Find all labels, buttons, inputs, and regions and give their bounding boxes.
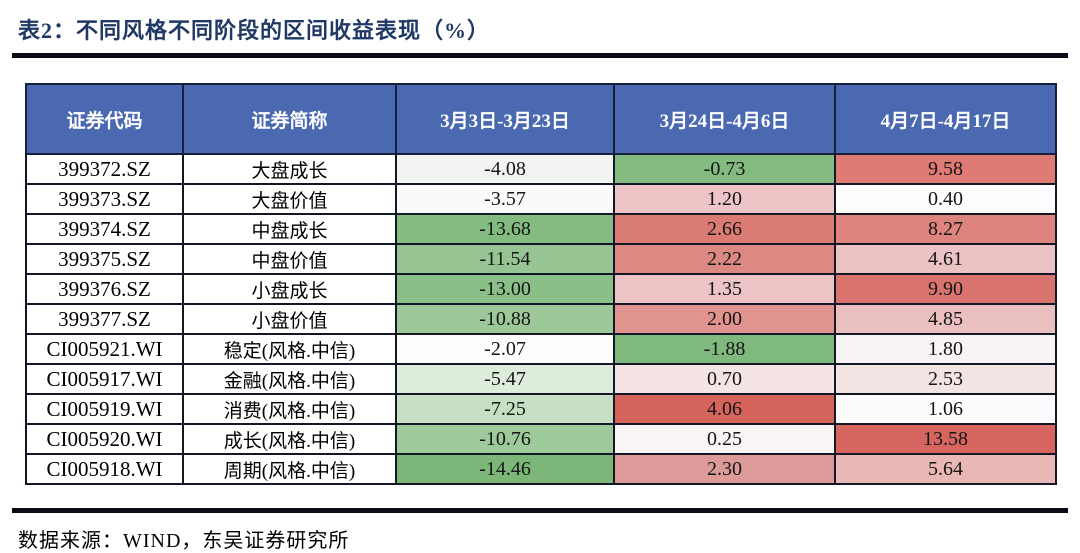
return-value-cell: -13.68	[395, 213, 615, 245]
return-value-cell: -4.08	[395, 153, 615, 185]
table-row: 399377.SZ 小盘价值 -10.88 2.00 4.85	[25, 303, 1057, 335]
security-name-cell: 大盘成长	[182, 153, 397, 185]
return-value-cell: -3.57	[395, 183, 615, 215]
security-code-cell: CI005917.WI	[25, 363, 184, 395]
security-code-cell: 399372.SZ	[25, 153, 184, 185]
return-value-cell: 4.85	[834, 303, 1057, 335]
return-value-cell: 9.58	[834, 153, 1057, 185]
footer-divider	[12, 508, 1068, 513]
table-row: 399376.SZ 小盘成长 -13.00 1.35 9.90	[25, 273, 1057, 305]
security-code-cell: CI005921.WI	[25, 333, 184, 365]
style-returns-table: 证券代码 证券简称 3月3日-3月23日 3月24日-4月6日 4月7日-4月1…	[25, 83, 1057, 485]
security-code-cell: CI005919.WI	[25, 393, 184, 425]
security-code-cell: CI005918.WI	[25, 453, 184, 485]
return-value-cell: 2.53	[834, 363, 1057, 395]
col-header-security-name: 证券简称	[182, 83, 397, 155]
security-name-cell: 中盘成长	[182, 213, 397, 245]
return-value-cell: 1.20	[613, 183, 836, 215]
security-name-cell: 成长(风格.中信)	[182, 423, 397, 455]
security-code-cell: 399376.SZ	[25, 273, 184, 305]
return-value-cell: -11.54	[395, 243, 615, 275]
data-source-note: 数据来源：WIND，东吴证券研究所	[18, 530, 350, 552]
return-value-cell: 4.06	[613, 393, 836, 425]
return-value-cell: 2.30	[613, 453, 836, 485]
return-value-cell: 5.64	[834, 453, 1057, 485]
security-name-cell: 大盘价值	[182, 183, 397, 215]
security-code-cell: 399375.SZ	[25, 243, 184, 275]
security-code-cell: CI005920.WI	[25, 423, 184, 455]
return-value-cell: -0.73	[613, 153, 836, 185]
return-value-cell: 1.35	[613, 273, 836, 305]
security-name-cell: 中盘价值	[182, 243, 397, 275]
table-row: 399374.SZ 中盘成长 -13.68 2.66 8.27	[25, 213, 1057, 245]
security-code-cell: 399374.SZ	[25, 213, 184, 245]
security-name-cell: 周期(风格.中信)	[182, 453, 397, 485]
security-code-cell: 399373.SZ	[25, 183, 184, 215]
col-header-security-code: 证券代码	[25, 83, 184, 155]
table-row: CI005921.WI 稳定(风格.中信) -2.07 -1.88 1.80	[25, 333, 1057, 365]
return-value-cell: -5.47	[395, 363, 615, 395]
col-header-period-3: 4月7日-4月17日	[834, 83, 1057, 155]
return-value-cell: 4.61	[834, 243, 1057, 275]
return-value-cell: -14.46	[395, 453, 615, 485]
return-value-cell: 2.00	[613, 303, 836, 335]
return-value-cell: 13.58	[834, 423, 1057, 455]
table-row: 399372.SZ 大盘成长 -4.08 -0.73 9.58	[25, 153, 1057, 185]
security-name-cell: 金融(风格.中信)	[182, 363, 397, 395]
table-title: 表2：不同风格不同阶段的区间收益表现（%）	[18, 18, 491, 43]
table-row: CI005919.WI 消费(风格.中信) -7.25 4.06 1.06	[25, 393, 1057, 425]
return-value-cell: -1.88	[613, 333, 836, 365]
return-value-cell: 9.90	[834, 273, 1057, 305]
return-value-cell: 1.80	[834, 333, 1057, 365]
return-value-cell: 1.06	[834, 393, 1057, 425]
security-name-cell: 消费(风格.中信)	[182, 393, 397, 425]
security-name-cell: 小盘成长	[182, 273, 397, 305]
return-value-cell: 0.25	[613, 423, 836, 455]
security-name-cell: 小盘价值	[182, 303, 397, 335]
title-divider	[12, 53, 1068, 58]
header-row: 证券代码 证券简称 3月3日-3月23日 3月24日-4月6日 4月7日-4月1…	[25, 83, 1057, 155]
return-value-cell: -2.07	[395, 333, 615, 365]
return-value-cell: -7.25	[395, 393, 615, 425]
return-value-cell: -10.88	[395, 303, 615, 335]
return-value-cell: 8.27	[834, 213, 1057, 245]
security-code-cell: 399377.SZ	[25, 303, 184, 335]
return-value-cell: 0.70	[613, 363, 836, 395]
return-value-cell: 2.66	[613, 213, 836, 245]
return-value-cell: 2.22	[613, 243, 836, 275]
return-value-cell: -10.76	[395, 423, 615, 455]
return-value-cell: -13.00	[395, 273, 615, 305]
table-row: CI005920.WI 成长(风格.中信) -10.76 0.25 13.58	[25, 423, 1057, 455]
security-name-cell: 稳定(风格.中信)	[182, 333, 397, 365]
col-header-period-1: 3月3日-3月23日	[395, 83, 615, 155]
table-row: 399375.SZ 中盘价值 -11.54 2.22 4.61	[25, 243, 1057, 275]
table-row: CI005918.WI 周期(风格.中信) -14.46 2.30 5.64	[25, 453, 1057, 485]
return-value-cell: 0.40	[834, 183, 1057, 215]
table-row: CI005917.WI 金融(风格.中信) -5.47 0.70 2.53	[25, 363, 1057, 395]
table-row: 399373.SZ 大盘价值 -3.57 1.20 0.40	[25, 183, 1057, 215]
col-header-period-2: 3月24日-4月6日	[613, 83, 836, 155]
